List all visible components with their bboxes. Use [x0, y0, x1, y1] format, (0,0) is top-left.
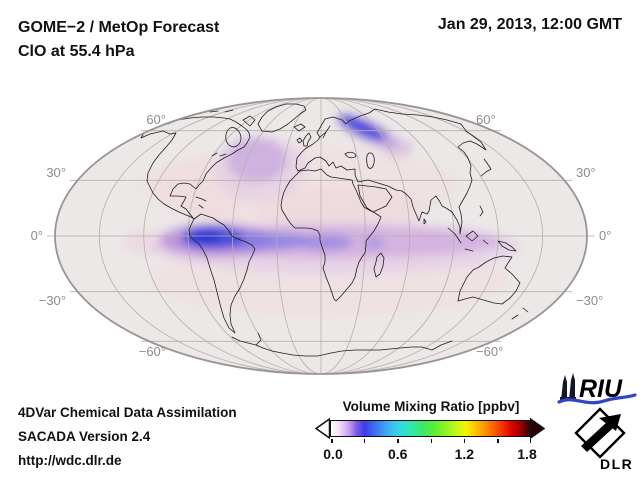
- dlr-logo-text: DLR: [600, 456, 633, 471]
- hotspot-blue-central-africa: [299, 234, 353, 250]
- coast-japan: [480, 158, 492, 177]
- colorbar-title: Volume Mixing Ratio [ppbv]: [342, 399, 520, 414]
- lat-label-right-60: 60°: [476, 112, 496, 127]
- coast-philippines: [479, 205, 484, 217]
- lat-label-left-30: 30°: [46, 165, 66, 180]
- coast-baltic: [319, 125, 331, 139]
- coast-caspian: [366, 152, 375, 169]
- lat-label-right-m30: −30°: [576, 293, 603, 308]
- coast-eurasia: [295, 108, 487, 235]
- coastlines: [140, 103, 529, 357]
- colorbar-bar: [315, 418, 547, 439]
- hotspot-layer: [122, 113, 520, 318]
- cathedral-icon: [560, 373, 576, 400]
- page-title: GOME−2 / MetOp Forecast: [18, 19, 220, 36]
- timestamp: Jan 29, 2013, 12:00 GMT: [437, 16, 622, 33]
- colorbar-tick-0.0: 0.0: [323, 446, 343, 462]
- dlr-logo: DLR: [574, 407, 633, 471]
- coast-new-guinea: [497, 240, 517, 252]
- riu-swoosh: [557, 393, 637, 405]
- colorbar-tick-1.2: 1.2: [454, 446, 475, 462]
- credit-line-assimilation: 4DVar Chemical Data Assimilation: [18, 405, 237, 420]
- coast-africa: [280, 168, 382, 302]
- coast-arctic-islands: [209, 109, 256, 127]
- hotspot-blue-east-africa: [363, 237, 385, 249]
- credit-line-version: SACADA Version 2.4: [18, 429, 151, 444]
- colorbar-ticks: [331, 439, 531, 444]
- coast-greenland: [257, 103, 307, 133]
- coast-indonesia: [447, 227, 489, 252]
- credits-block: 4DVar Chemical Data Assimilation SACADA …: [18, 401, 237, 473]
- coast-black-sea: [344, 151, 357, 159]
- lat-label-left-0: 0°: [31, 228, 43, 243]
- colorbar-gradient: [330, 420, 530, 437]
- coast-australia: [457, 255, 521, 305]
- colorbar-tick-1.8: 1.8: [517, 446, 537, 462]
- colorbar-tick-labels: 0.0 0.6 1.2 1.8: [323, 446, 536, 464]
- colorbar-tick-0.6: 0.6: [387, 446, 408, 462]
- dlr-emblem-icon: [574, 407, 626, 459]
- colorbar-left-arrow-icon: [315, 418, 330, 439]
- coast-north-america-east: [169, 132, 251, 220]
- coast-iceland: [293, 123, 306, 132]
- page-subtitle: ClO at 55.4 hPa: [18, 43, 135, 60]
- coast-south-america: [188, 213, 256, 334]
- coast-british-isles: [296, 132, 312, 147]
- hotspot-purple-east-of-streak: [383, 139, 413, 157]
- coast-madagascar: [373, 252, 385, 278]
- latitude-labels: 60° 30° 0° −30° −60° 60° 30° 0° −30° −60…: [31, 112, 612, 359]
- lat-label-left-m30: −30°: [39, 293, 66, 308]
- riu-logo: RIU: [557, 373, 637, 405]
- credit-line-url: http://wdc.dlr.de: [18, 453, 122, 468]
- coast-new-zealand: [511, 307, 529, 320]
- coast-sri-lanka: [423, 218, 427, 225]
- header-title-block: GOME−2 / MetOp Forecast ClO at 55.4 hPa: [18, 16, 219, 64]
- map-ellipse-outline: [54, 97, 588, 375]
- coast-arabia: [357, 184, 393, 213]
- lat-label-right-0: 0°: [599, 228, 611, 243]
- coast-great-lakes: [211, 152, 227, 157]
- hotspot-purple-north-atlantic: [227, 138, 287, 182]
- coast-hudson-bay: [225, 127, 242, 148]
- lat-label-left-m60: −60°: [139, 344, 166, 359]
- hotspot-blue-south-america-inner: [187, 230, 221, 244]
- coast-caribbean: [195, 196, 207, 209]
- colorbar-right-arrow-icon: [530, 418, 545, 439]
- lat-label-right-m60: −60°: [476, 344, 503, 359]
- coast-antarctica: [231, 332, 453, 357]
- lat-label-right-30: 30°: [576, 165, 596, 180]
- coast-north-america-arctic: [167, 116, 250, 134]
- lat-label-left-60: 60°: [146, 112, 166, 127]
- colorbar: Volume Mixing Ratio [ppbv] 0.0 0.6 1.2 1…: [315, 399, 547, 464]
- hotspot-blue-scandinavia-streak: [340, 116, 386, 140]
